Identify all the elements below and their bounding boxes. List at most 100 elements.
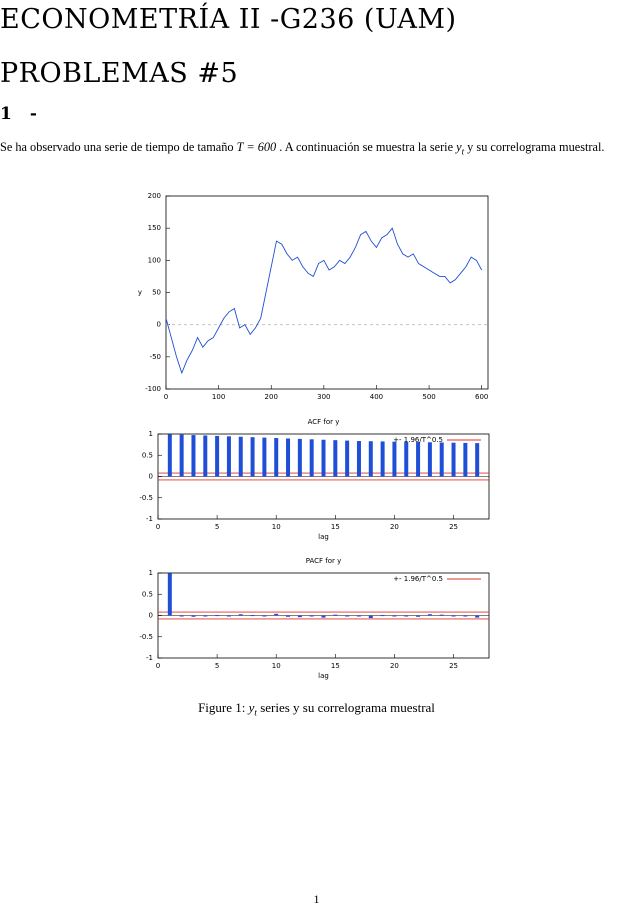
bar [345,615,350,617]
bar [226,436,231,477]
x-tick-label: 200 [265,393,278,401]
x-tick-label: 15 [331,523,340,531]
bar [427,614,432,616]
x-tick-label: 0 [156,662,160,670]
bar [451,442,456,477]
bar [215,435,220,477]
bar [203,435,208,477]
bar [368,615,373,619]
math: T = 600 [236,140,277,154]
legend-label: +- 1.96/T^0.5 [393,436,443,444]
x-tick-label: 0 [156,523,160,531]
y-tick-label: -100 [145,385,161,393]
text: y su correlograma muestral. [464,140,605,154]
y-tick-label: -1 [146,654,153,662]
math-subscript: t [461,146,465,157]
bar [333,614,338,616]
x-tick-label: 0 [164,393,168,401]
y-tick-label: 1 [149,430,153,438]
subtitle: PROBLEMAS #5 [0,58,239,89]
plot-frame [165,195,489,390]
bar [297,438,302,477]
x-tick-label: 400 [370,393,383,401]
bar [439,614,444,616]
bar [404,615,409,617]
y-tick-label: 0 [157,321,161,329]
y-tick-label: 150 [148,224,161,232]
bar [416,615,421,617]
y-tick-label: 50 [152,289,161,297]
x-tick-label: 5 [215,523,219,531]
bar [463,442,468,477]
series-line [165,227,483,375]
bar [309,439,314,477]
bar [380,615,385,617]
math: y [456,140,462,154]
bar [392,615,397,617]
bar [203,615,208,617]
bar [297,615,302,618]
x-tick-label: 10 [272,523,281,531]
bar [427,442,432,477]
section-number: 1 [0,104,12,124]
y-tick-label: 0 [149,612,153,620]
bar [191,435,196,477]
x-tick-label: 5 [215,662,219,670]
bar [333,440,338,477]
bar [475,443,480,477]
y-tick-label: -1 [146,515,153,523]
bar [392,441,397,477]
bar [286,615,291,617]
x-tick-label: 20 [390,523,399,531]
math: y [248,700,255,715]
text: Se ha observado una serie de tiempo de t… [0,140,237,154]
bar [416,442,421,477]
y-tick-label: 0 [149,473,153,481]
bar [451,615,456,617]
bar [238,436,243,477]
chart-title: ACF for y [308,418,340,426]
x-tick-label: 25 [449,523,458,531]
x-tick-label: 15 [331,662,340,670]
bar [167,573,172,616]
bar [321,615,326,618]
y-tick-label: -0.5 [139,633,153,641]
y-tick-label: 100 [148,256,161,264]
bar [262,437,267,477]
bar [356,615,361,617]
bar [262,615,267,617]
bar [463,615,468,617]
y-tick-label: 0.5 [142,451,153,459]
bar [439,442,444,477]
x-tick-label: 100 [212,393,225,401]
page-number: 1 [313,892,320,906]
bar [167,434,172,477]
title: ECONOMETRÍA II -G236 (UAM) [0,4,457,35]
legend-label: +- 1.96/T^0.5 [393,575,443,583]
bar [356,441,361,477]
text: Figure 1: [198,700,249,715]
x-axis-label: lag [318,533,329,541]
bar [345,440,350,477]
x-tick-label: 300 [317,393,330,401]
bar [274,438,279,477]
text: series y su correlograma muestral [256,700,435,715]
bar [250,615,255,617]
y-axis-label: y [138,289,142,297]
bar [215,615,220,617]
chart-title: PACF for y [306,557,342,565]
bar [309,615,314,617]
text: . A continuación se muestra la serie [276,140,457,154]
bar [250,437,255,477]
bar [404,441,409,477]
bar [380,441,385,477]
y-tick-label: 200 [148,192,161,200]
y-tick-label: 1 [149,569,153,577]
x-tick-label: 500 [422,393,435,401]
section-heading: 1- [0,104,37,124]
bar [179,615,184,617]
section-title: - [29,104,37,124]
bar [226,615,231,617]
